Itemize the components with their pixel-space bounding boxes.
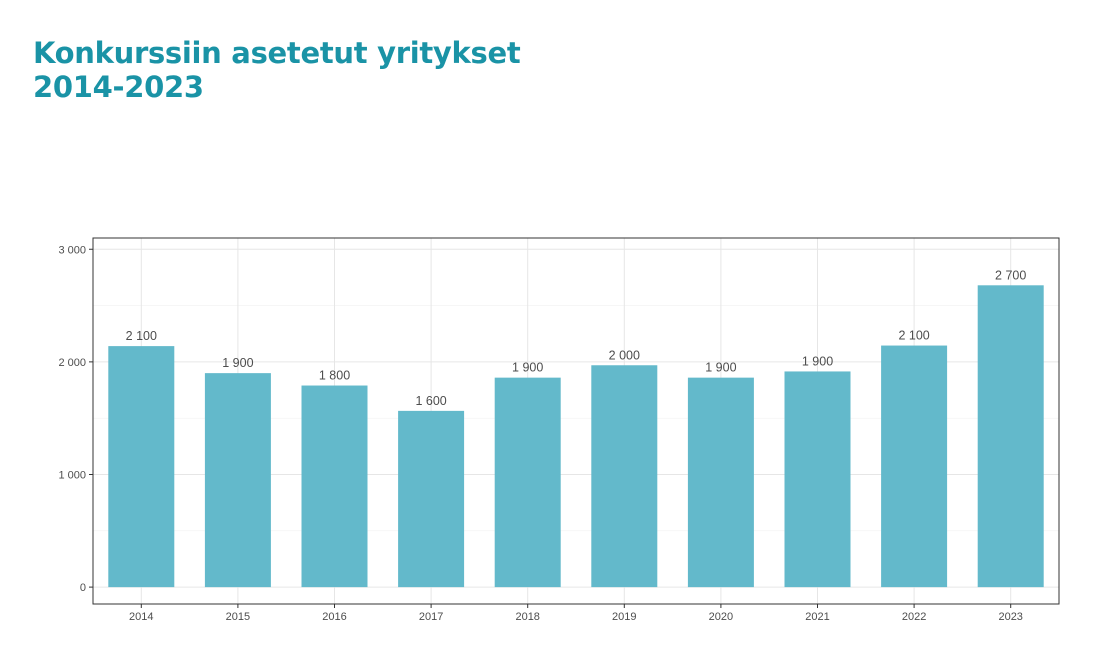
x-tick-label: 2018 xyxy=(515,611,539,623)
bar-2023 xyxy=(977,285,1044,588)
bar-2018 xyxy=(494,377,561,588)
data-label-2019: 2 000 xyxy=(609,348,640,362)
bar-2022 xyxy=(881,345,948,588)
x-tick-label: 2021 xyxy=(805,611,829,623)
axes: 0 1 000 2 000 3 000 2014 2015 2016 2017 2018 2019… xyxy=(58,237,1060,623)
data-label-2017: 1 600 xyxy=(415,394,446,408)
data-label-2023: 2 700 xyxy=(995,268,1026,282)
x-tick-label: 2019 xyxy=(612,611,636,623)
bar-2021 xyxy=(784,371,851,588)
chart-title: Konkurssiin asetetut yritykset 2014-2023 xyxy=(33,36,521,104)
x-tick-label: 2022 xyxy=(902,611,926,623)
x-tick-label: 2015 xyxy=(226,611,250,623)
data-label-2021: 1 900 xyxy=(802,354,833,368)
x-tick-label: 2023 xyxy=(998,611,1022,623)
data-label-2018: 1 900 xyxy=(512,361,543,375)
x-tick-label: 2017 xyxy=(419,611,443,623)
chart-title-line-1: Konkurssiin asetetut yritykset xyxy=(33,36,521,70)
plot-panel-border xyxy=(92,237,1060,605)
bar-2019 xyxy=(591,365,658,588)
x-tick-label: 2016 xyxy=(322,611,346,623)
bar-2015 xyxy=(204,373,271,588)
data-label-2015: 1 900 xyxy=(222,356,253,370)
bar-2014 xyxy=(108,346,175,588)
x-tick-label: 2014 xyxy=(129,611,153,623)
data-label-2020: 1 900 xyxy=(705,361,736,375)
chart-title-line-2: 2014-2023 xyxy=(33,70,204,104)
data-label-2014: 2 100 xyxy=(126,329,157,343)
x-tick-label: 2020 xyxy=(709,611,733,623)
data-label-2022: 2 100 xyxy=(898,329,929,343)
data-label-2016: 1 800 xyxy=(319,369,350,383)
y-tick-label: 2 000 xyxy=(58,357,86,369)
y-tick-label: 0 xyxy=(80,582,86,594)
bar-2020 xyxy=(687,377,754,588)
y-tick-label: 3 000 xyxy=(58,244,86,256)
bars xyxy=(108,285,1044,588)
y-tick-label: 1 000 xyxy=(58,469,86,481)
data-labels: 2 100 1 900 1 800 1 600 1 900 2 000 1 900 1 900… xyxy=(126,268,1027,408)
bar-2017 xyxy=(398,410,465,588)
bar-2016 xyxy=(301,385,368,588)
